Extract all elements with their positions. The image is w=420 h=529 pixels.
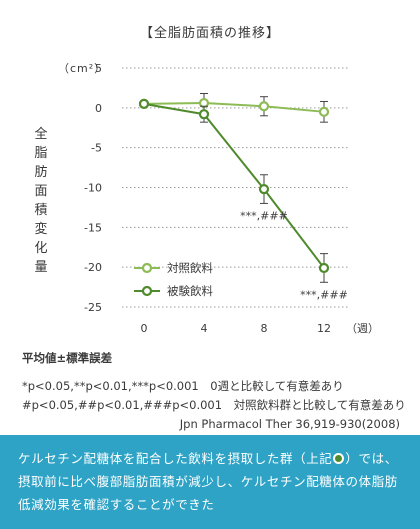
y-tick-label: 5: [95, 62, 102, 75]
chart-title: 【全脂肪面積の推移】: [139, 26, 280, 41]
data-point: [198, 109, 210, 120]
series-line: [143, 102, 325, 113]
legend-marker: [141, 285, 153, 297]
y-tick-label: -10: [84, 182, 102, 195]
y-axis-label-char: 肪: [34, 165, 48, 180]
x-tick-label: 4: [201, 322, 208, 335]
series-line: [143, 102, 325, 269]
line-chart: 5 0 -5 -10 -15 -20 -25 0 4 8 12 ***,### ***,### 対照…: [84, 62, 348, 335]
x-tick-label: 12: [317, 322, 331, 335]
significance-label: ***,###: [240, 209, 288, 222]
legend-marker: [141, 262, 153, 274]
y-tick-label: -5: [91, 142, 102, 155]
x-tick-labels: 0 4 8 12: [141, 322, 332, 335]
summary-text-start: ケルセチン配糖体を配合した飲料を摂取した群（上記: [18, 451, 333, 466]
x-axis-unit-label: （週）: [346, 322, 379, 335]
legend-label: 被験飲料: [167, 284, 213, 298]
y-axis-label-char: 量: [34, 260, 48, 275]
chart-grid: [122, 67, 348, 308]
y-tick-label: 0: [95, 102, 102, 115]
y-tick-label: -20: [84, 261, 102, 274]
data-point: [318, 106, 330, 117]
data-point: [318, 262, 330, 274]
series-test: ***,### ***,###: [138, 98, 348, 301]
y-axis-label-char: 化: [34, 241, 48, 256]
x-tick-label: 0: [141, 322, 148, 335]
reference-citation: Jpn Pharmacol Ther 36,919-930(2008): [179, 417, 400, 431]
stats-note-header: 平均値±標準誤差: [22, 351, 113, 365]
y-tick-labels: 5 0 -5 -10 -15 -20 -25: [84, 62, 102, 314]
y-tick-label: -15: [84, 221, 102, 234]
y-axis-label-char: 積: [34, 203, 48, 218]
legend-label: 対照飲料: [167, 261, 213, 275]
data-point: [138, 98, 150, 109]
test-drink-marker-icon: [333, 453, 345, 464]
significance-note-baseline: *p<0.05,**p<0.01,***p<0.001 0週と比較して有意差あり: [22, 379, 344, 393]
y-axis-label-char: 全: [34, 127, 48, 142]
y-tick-label: -25: [84, 301, 102, 314]
summary-banner: ケルセチン配糖体を配合した飲料を摂取した群（上記 ）では、摂取前に比べ腹部脂肪面積…: [0, 435, 420, 529]
y-unit-label: （cm²）: [58, 62, 107, 75]
significance-label: ***,###: [300, 288, 348, 301]
x-tick-label: 8: [261, 322, 268, 335]
significance-note-control: #p<0.05,##p<0.01,###p<0.001 対照飲料群と比較して有意…: [22, 398, 406, 412]
data-point: [258, 183, 270, 195]
y-axis-label-char: 面: [34, 184, 48, 199]
y-axis-label-char: 変: [34, 222, 48, 237]
chart-series: ***,### ***,###: [138, 92, 348, 301]
y-axis-label-char: 脂: [34, 146, 48, 161]
data-point: [258, 101, 270, 112]
chart-notes: 平均値±標準誤差 *p<0.05,**p<0.01,***p<0.001 0週と…: [22, 350, 406, 434]
y-axis-label: 全脂肪面積変化量: [34, 125, 48, 277]
summary-text-end: ）では、摂取前に比べ腹部脂肪面積が減少し、ケルセチン配糖体の体脂肪低減効果を確認…: [18, 451, 398, 512]
